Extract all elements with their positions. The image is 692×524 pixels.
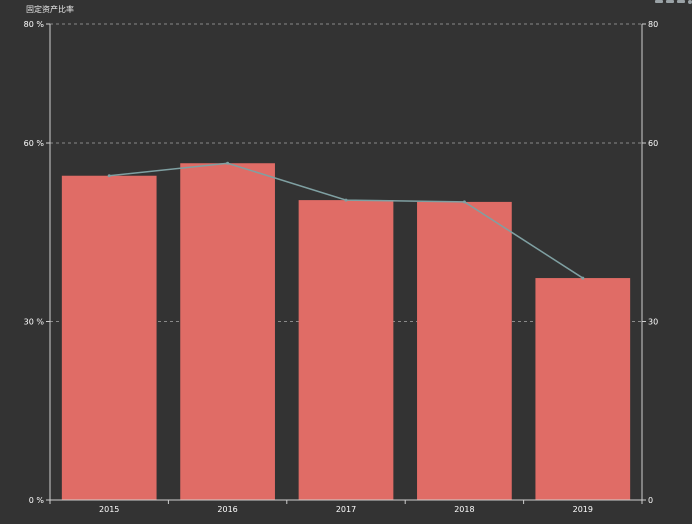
x-tick-label: 2019: [573, 505, 593, 514]
x-tick-label: 2017: [336, 505, 356, 514]
y-left-tick-label: 80 %: [24, 20, 45, 29]
toolbox: [655, 0, 692, 4]
y-left-tick-label: 30 %: [24, 318, 45, 327]
y-right-tick-label: 0: [648, 496, 653, 505]
bar-2016[interactable]: [180, 163, 275, 501]
x-tick-label: 2015: [99, 505, 119, 514]
y-right-tick-label: 30: [648, 318, 658, 327]
chart-title: 固定资产比率: [26, 5, 74, 14]
y-left-tick-label: 60 %: [24, 139, 45, 148]
x-tick-label: 2018: [454, 505, 474, 514]
y-right-tick-label: 60: [648, 139, 658, 148]
zoom-icon[interactable]: [688, 0, 692, 4]
bar-2019[interactable]: [535, 278, 631, 500]
save-image-icon[interactable]: [677, 0, 685, 3]
line-point-2016[interactable]: [226, 161, 230, 165]
bar-2015[interactable]: [61, 175, 157, 500]
y-left-tick-label: 0 %: [29, 496, 45, 505]
x-tick-label: 2016: [217, 505, 237, 514]
bar-2018[interactable]: [417, 201, 512, 500]
line-point-2019[interactable]: [581, 276, 585, 280]
line-point-2015[interactable]: [107, 174, 111, 178]
restore-icon[interactable]: [655, 0, 663, 3]
y-right-tick-label: 80: [648, 20, 658, 29]
line-point-2018[interactable]: [462, 200, 466, 204]
line-point-2017[interactable]: [344, 198, 348, 202]
bar-2017[interactable]: [298, 200, 394, 500]
data-view-icon[interactable]: [666, 0, 674, 3]
